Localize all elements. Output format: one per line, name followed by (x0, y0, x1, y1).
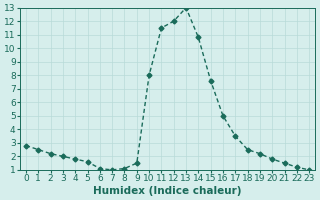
X-axis label: Humidex (Indice chaleur): Humidex (Indice chaleur) (93, 186, 242, 196)
